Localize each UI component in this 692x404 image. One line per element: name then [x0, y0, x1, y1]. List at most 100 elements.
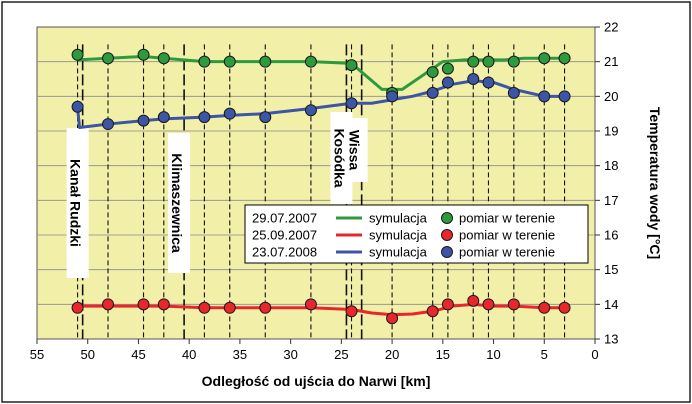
data-point	[538, 301, 551, 314]
data-point	[538, 52, 551, 65]
data-point	[198, 55, 211, 68]
data-point	[304, 298, 317, 311]
data-point	[157, 52, 170, 65]
data-point	[386, 90, 399, 103]
gridlines	[37, 61, 595, 305]
x-tick-label: 25	[334, 347, 348, 362]
data-point	[467, 73, 480, 85]
data-point	[71, 100, 84, 113]
data-point	[426, 305, 439, 318]
y-tick-label: 15	[604, 262, 618, 277]
y-tick-label: 22	[604, 20, 618, 35]
data-point	[137, 114, 150, 127]
y-axis-title: Temperatura wody [°C]	[647, 107, 663, 259]
data-point	[482, 55, 495, 68]
data-point	[71, 301, 84, 314]
legend-line-label: symulacja	[369, 228, 428, 243]
data-point	[102, 298, 115, 311]
data-point	[426, 86, 439, 99]
data-point	[157, 111, 170, 124]
legend-marker-label: pomiar w terenie	[459, 245, 555, 260]
data-point	[345, 305, 358, 318]
data-point	[482, 76, 495, 89]
x-tick-label: 0	[591, 347, 598, 362]
tributary-label: Kanał Rudzki	[66, 128, 89, 278]
x-tick-label: 15	[436, 347, 450, 362]
data-point	[137, 298, 150, 311]
data-point	[198, 301, 211, 314]
data-point	[157, 298, 170, 311]
x-axis-title: Odległość od ujścia do Narwi [km]	[202, 373, 431, 389]
x-tick-label: 45	[131, 347, 145, 362]
tributary-label: Wissa	[345, 118, 368, 182]
data-point	[507, 55, 520, 68]
x-tick-label: 55	[30, 347, 44, 362]
y-tick-label: 21	[604, 54, 618, 69]
legend-marker-swatch	[441, 229, 453, 241]
data-point	[223, 55, 236, 68]
series-1	[71, 294, 571, 325]
data-point	[426, 66, 439, 79]
series-line	[77, 54, 565, 91]
series-2	[71, 73, 571, 131]
plot-area	[36, 26, 596, 340]
series-0	[71, 48, 571, 99]
x-tick-label: 30	[283, 347, 297, 362]
y-tick-label: 18	[604, 158, 618, 173]
data-point	[223, 301, 236, 314]
x-tick-label: 35	[233, 347, 247, 362]
y-tick-label: 20	[604, 89, 618, 104]
data-point	[345, 59, 358, 72]
x-tick-label: 50	[80, 347, 94, 362]
data-point	[71, 48, 84, 61]
legend-line-label: symulacja	[369, 211, 428, 226]
data-point	[304, 55, 317, 68]
data-point	[102, 52, 115, 65]
legend-marker-swatch	[441, 212, 453, 224]
data-point	[467, 294, 480, 307]
data-point	[538, 90, 551, 103]
data-point	[441, 76, 454, 89]
data-point	[507, 86, 520, 99]
tributary-label-text: Kanał Rudzki	[68, 159, 84, 247]
data-point	[345, 97, 358, 110]
tributary-label-text: Kosódka	[331, 128, 347, 187]
data-point	[507, 298, 520, 311]
tributary-label-text: Klimaszewnica	[169, 153, 185, 253]
tributary-label: Klimaszewnica	[168, 133, 191, 273]
data-point	[259, 55, 272, 68]
x-tick-label: 10	[486, 347, 500, 362]
legend-marker-label: pomiar w terenie	[459, 211, 555, 226]
x-axis-ticks: 55 50 45 40 35 30 25 20 15 10 5 0	[30, 339, 599, 362]
data-point	[441, 298, 454, 311]
data-point	[558, 52, 571, 65]
data-point	[102, 118, 115, 131]
data-point	[441, 62, 454, 75]
data-point	[259, 301, 272, 314]
y-tick-label: 17	[604, 193, 618, 208]
data-point	[482, 298, 495, 311]
legend: 29.07.2007 symulacja pomiar w terenie 25.09…	[244, 204, 589, 264]
y-axis-ticks: 13 14 15 16 17 18 19 20 21 22	[595, 20, 618, 347]
legend-date: 25.09.2007	[252, 228, 317, 243]
y-tick-label: 19	[604, 124, 618, 139]
x-tick-label: 20	[385, 347, 399, 362]
legend-marker-swatch	[441, 246, 453, 258]
tributary-label-bg	[168, 133, 191, 273]
legend-marker-label: pomiar w terenie	[459, 228, 555, 243]
legend-date: 29.07.2007	[252, 211, 317, 226]
data-point	[386, 312, 399, 325]
y-tick-label: 16	[604, 228, 618, 243]
tributary-label-bg	[66, 128, 89, 278]
x-tick-label: 40	[182, 347, 196, 362]
legend-box	[244, 204, 589, 264]
data-point	[259, 111, 272, 124]
data-point	[198, 111, 211, 124]
data-point	[223, 107, 236, 120]
tributary-label-text: Wissa	[347, 130, 363, 171]
legend-date: 23.07.2008	[252, 245, 317, 260]
data-point	[137, 48, 150, 61]
x-tick-label: 5	[541, 347, 548, 362]
legend-line-label: symulacja	[369, 245, 428, 260]
